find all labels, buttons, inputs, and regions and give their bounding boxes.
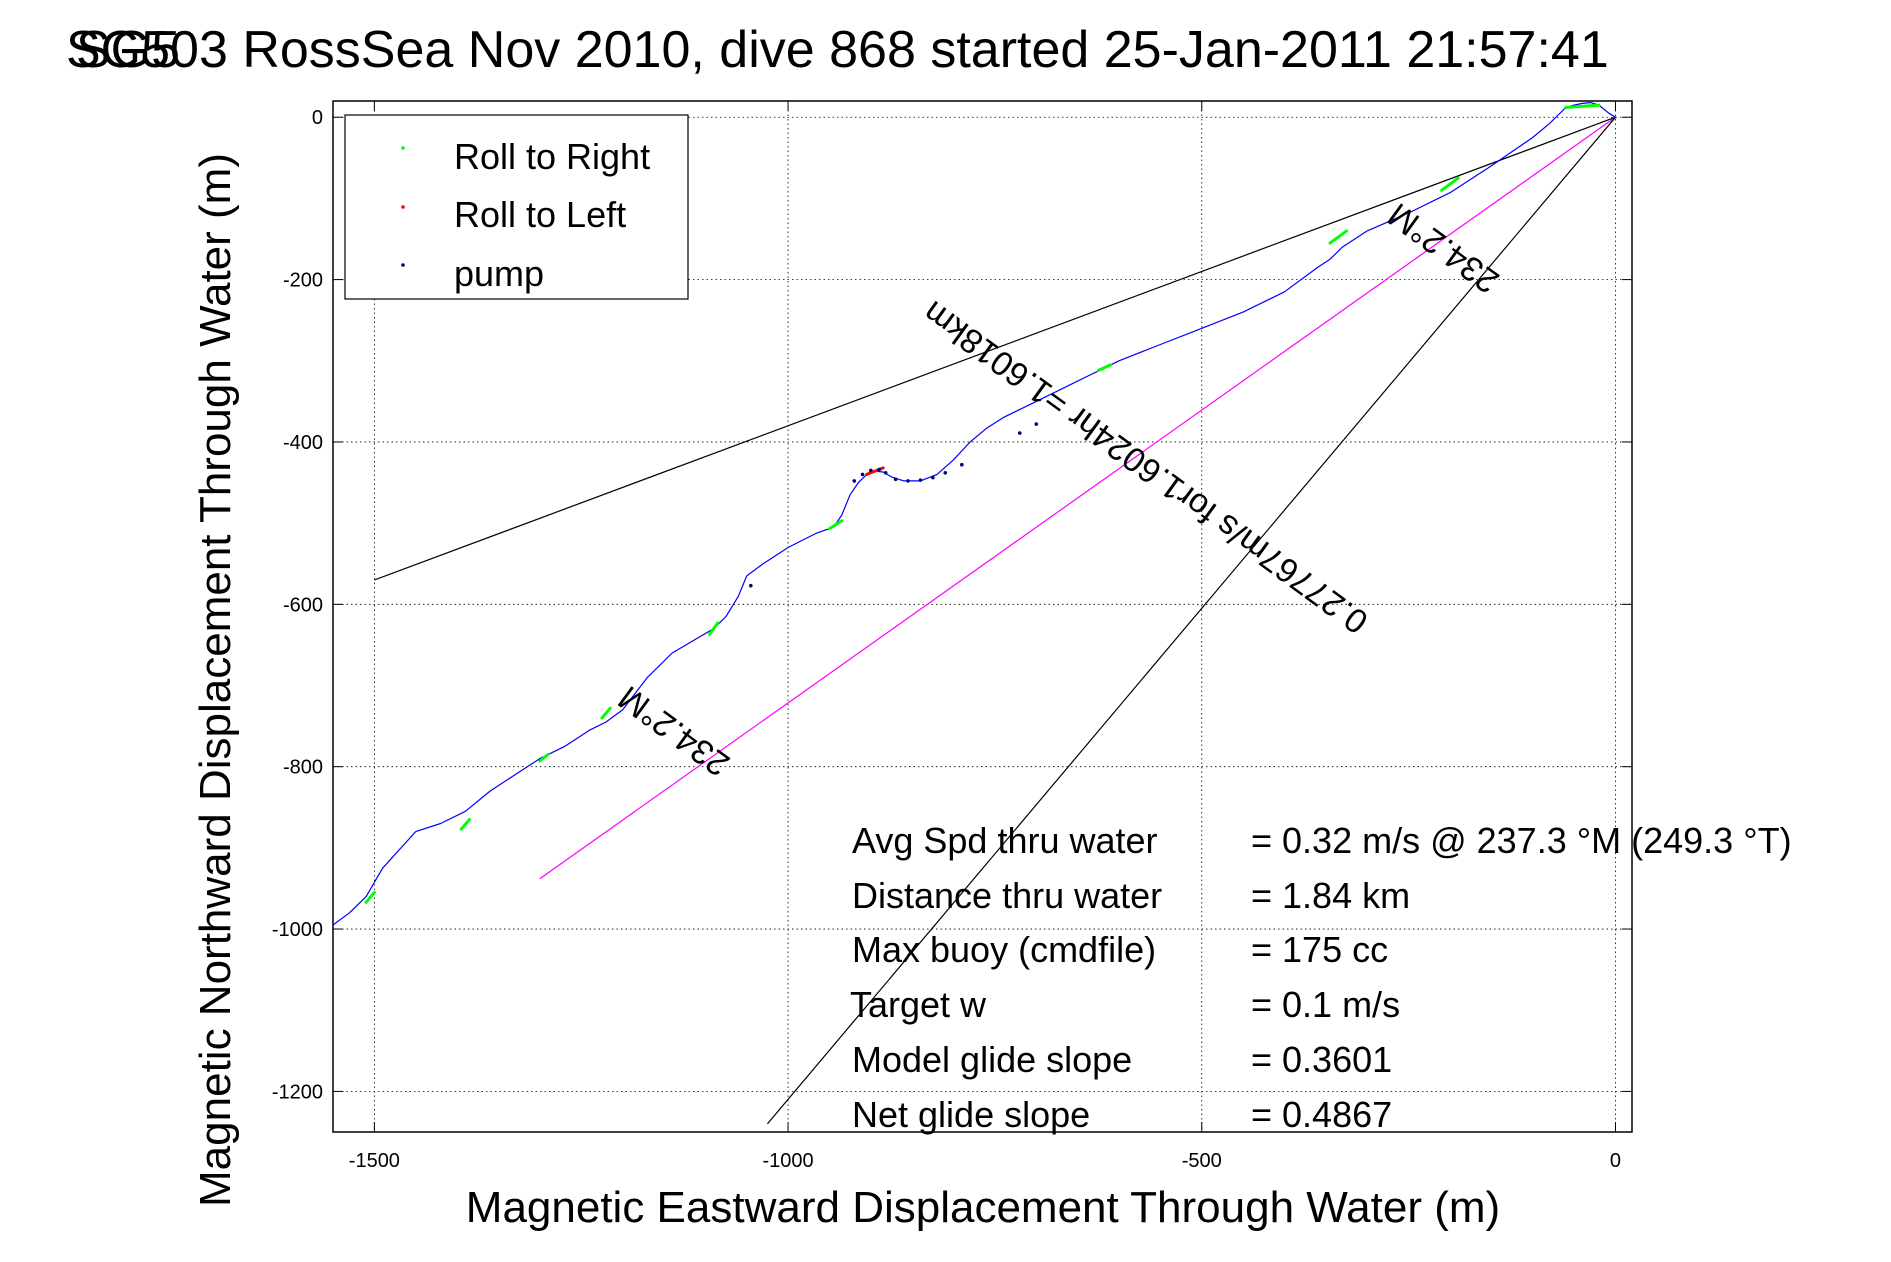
y-tick-label: 0 xyxy=(312,107,323,129)
stat-label: Distance thru water xyxy=(852,875,1162,916)
pump-point xyxy=(869,468,873,473)
roll-right-segment xyxy=(1328,229,1349,245)
stat-value: = 1.84 km xyxy=(1251,875,1410,916)
x-tick-label: -1500 xyxy=(349,1150,400,1172)
pump-point xyxy=(960,462,964,467)
stat-label: Model glide slope xyxy=(852,1039,1132,1080)
stat-label: Target w xyxy=(850,984,987,1025)
stat-value: = 0.4867 xyxy=(1251,1094,1392,1135)
legend-marker-roll-right xyxy=(401,146,405,150)
roll-right-segment xyxy=(459,818,471,831)
y-tick-label: -1000 xyxy=(272,919,323,941)
y-tick-label: -400 xyxy=(283,432,323,454)
track-line xyxy=(333,101,1616,926)
y-tick-label: -200 xyxy=(283,270,323,292)
legend-label-roll-right: Roll to Right xyxy=(454,136,650,177)
roll-right-segment xyxy=(364,891,376,904)
envelope-upper xyxy=(374,116,1616,581)
pump-point xyxy=(749,583,753,588)
roll-right-segment xyxy=(1440,176,1460,192)
y-tick-label: -1200 xyxy=(272,1081,323,1103)
track-series xyxy=(333,101,1616,926)
stat-value: = 0.32 m/s @ 237.3 °M (249.3 °T) xyxy=(1251,820,1792,861)
chart-title: SG503 RossSea Nov 2010, dive 868 started… xyxy=(66,21,1609,79)
pump-point xyxy=(860,472,865,477)
heading-line xyxy=(539,116,1616,880)
axis-ticks: -1500 -1000 -500 0 0 -200 -400 -600 -800 -1000 -12… xyxy=(272,101,1632,1172)
roll-right-segment xyxy=(708,621,720,636)
x-axis-label: Magnetic Eastward Displacement Through W… xyxy=(466,1183,1500,1232)
roll-right-segment xyxy=(538,753,550,763)
stat-value: = 0.1 m/s xyxy=(1251,984,1400,1025)
legend-marker-pump xyxy=(401,263,405,267)
pump-point xyxy=(943,471,948,475)
pump-series xyxy=(749,422,1039,588)
chart-title-overlap: SG5 xyxy=(76,21,180,79)
stat-value: = 0.3601 xyxy=(1251,1039,1392,1080)
legend-label-roll-left: Roll to Left xyxy=(454,194,626,235)
pump-point xyxy=(893,477,898,482)
x-tick-label: 0 xyxy=(1610,1150,1621,1172)
pump-point xyxy=(906,479,910,483)
pump-point xyxy=(877,467,881,472)
y-axis-label: Magnetic Northward Displacement Through … xyxy=(191,153,240,1207)
pump-point xyxy=(1017,431,1022,435)
reference-lines xyxy=(374,116,1616,1125)
stat-label: Avg Spd thru water xyxy=(852,820,1158,861)
stat-label: Max buoy (cmdfile) xyxy=(852,929,1156,970)
pump-point xyxy=(1034,422,1039,426)
legend-marker-roll-left xyxy=(401,205,405,209)
legend: Roll to Right Roll to Left pump xyxy=(344,114,689,300)
pump-point xyxy=(918,478,923,482)
roll-right-segment xyxy=(600,706,612,720)
envelope-lower xyxy=(766,116,1616,1125)
roll-right-segment xyxy=(1096,363,1113,372)
stats-block: Avg Spd thru water = 0.32 m/s @ 237.3 °M… xyxy=(850,820,1792,1135)
x-tick-label: -1000 xyxy=(762,1150,813,1172)
roll-right-segment xyxy=(827,519,844,531)
pump-point xyxy=(883,471,888,475)
x-tick-label: -500 xyxy=(1182,1150,1222,1172)
pump-point xyxy=(931,475,935,480)
y-tick-label: -600 xyxy=(283,594,323,616)
pump-point xyxy=(852,479,857,483)
stat-label: Net glide slope xyxy=(852,1094,1090,1135)
y-tick-label: -800 xyxy=(283,757,323,779)
legend-label-pump: pump xyxy=(454,253,544,294)
stat-value: = 175 cc xyxy=(1251,929,1388,970)
roll-right-segment xyxy=(1564,103,1601,109)
